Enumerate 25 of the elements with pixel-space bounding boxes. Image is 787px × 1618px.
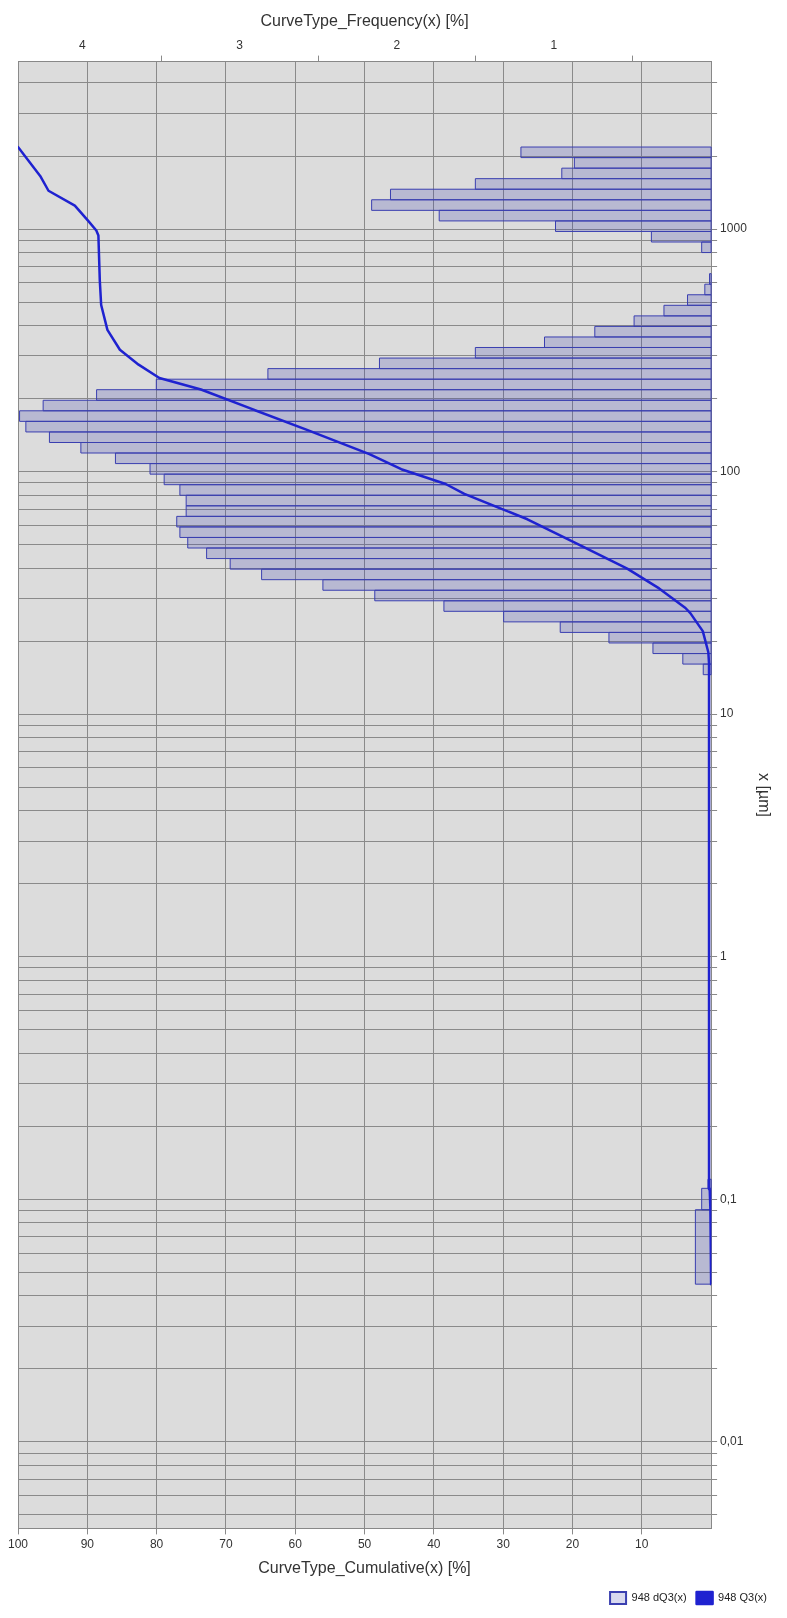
x2-tick-label: 3 bbox=[236, 37, 244, 52]
x-tick-label: 100 bbox=[7, 1536, 29, 1551]
y-tick-label: 0,01 bbox=[720, 1434, 744, 1449]
x2-axis-title: CurveType_Frequency(x) [%] bbox=[260, 12, 469, 31]
x-tick-label: 20 bbox=[565, 1536, 580, 1551]
legend-label: 948 dQ3(x) bbox=[631, 1591, 687, 1604]
x2-tick-label: 2 bbox=[393, 37, 401, 52]
x-tick-label: 60 bbox=[288, 1536, 303, 1551]
x-tick-label: 10 bbox=[635, 1536, 649, 1551]
x2-tick-label: 4 bbox=[79, 37, 87, 52]
y-tick-label: 1000 bbox=[720, 221, 748, 236]
x-tick-label: 50 bbox=[357, 1536, 372, 1551]
y-tick-label: 1 bbox=[720, 949, 728, 964]
y-tick-label: 0,1 bbox=[720, 1191, 738, 1206]
y-axis-title: x [µm] bbox=[755, 773, 773, 817]
x-tick-label: 80 bbox=[149, 1536, 164, 1551]
x-tick-label: 90 bbox=[80, 1536, 95, 1551]
x-tick-label: 40 bbox=[427, 1536, 441, 1551]
x-tick-label: 30 bbox=[496, 1536, 511, 1551]
y-tick-label: 100 bbox=[720, 463, 741, 478]
x-axis-title: CurveType_Cumulative(x) [%] bbox=[258, 1558, 471, 1577]
y-tick-label: 10 bbox=[720, 706, 734, 721]
legend-label: 948 Q3(x) bbox=[718, 1591, 768, 1604]
x2-tick-label: 1 bbox=[550, 37, 558, 52]
x-tick-label: 70 bbox=[219, 1536, 233, 1551]
